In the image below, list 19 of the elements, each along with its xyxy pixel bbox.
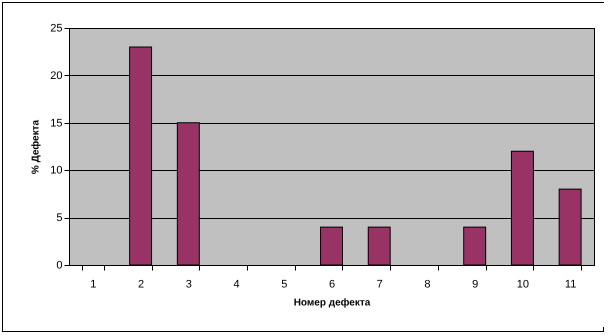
x-tick-label: 2 (138, 278, 144, 290)
x-tick-label: 8 (424, 278, 431, 290)
y-tick-label: 10 (50, 164, 62, 177)
x-tick-label: 7 (376, 278, 383, 290)
x-tick-label: 3 (186, 278, 192, 290)
x-axis-title: Номер дефекта (294, 298, 371, 308)
x-tick-label: 5 (281, 278, 288, 290)
x-tick-label: 4 (233, 278, 240, 290)
y-tick-label: 20 (50, 70, 62, 82)
y-axis-title: % Дефекта (30, 120, 42, 174)
x-tick-label: 9 (472, 278, 478, 290)
y-tick-label: 0 (56, 260, 62, 272)
y-tick-label: 5 (56, 212, 62, 224)
y-tick-label: 15 (50, 117, 62, 130)
x-tick-label: 11 (564, 278, 576, 290)
y-tick-label: 25 (50, 22, 62, 34)
x-tick-label: 6 (328, 278, 336, 290)
x-tick-label: 1 (90, 278, 96, 290)
x-tick-label: 10 (516, 278, 530, 290)
